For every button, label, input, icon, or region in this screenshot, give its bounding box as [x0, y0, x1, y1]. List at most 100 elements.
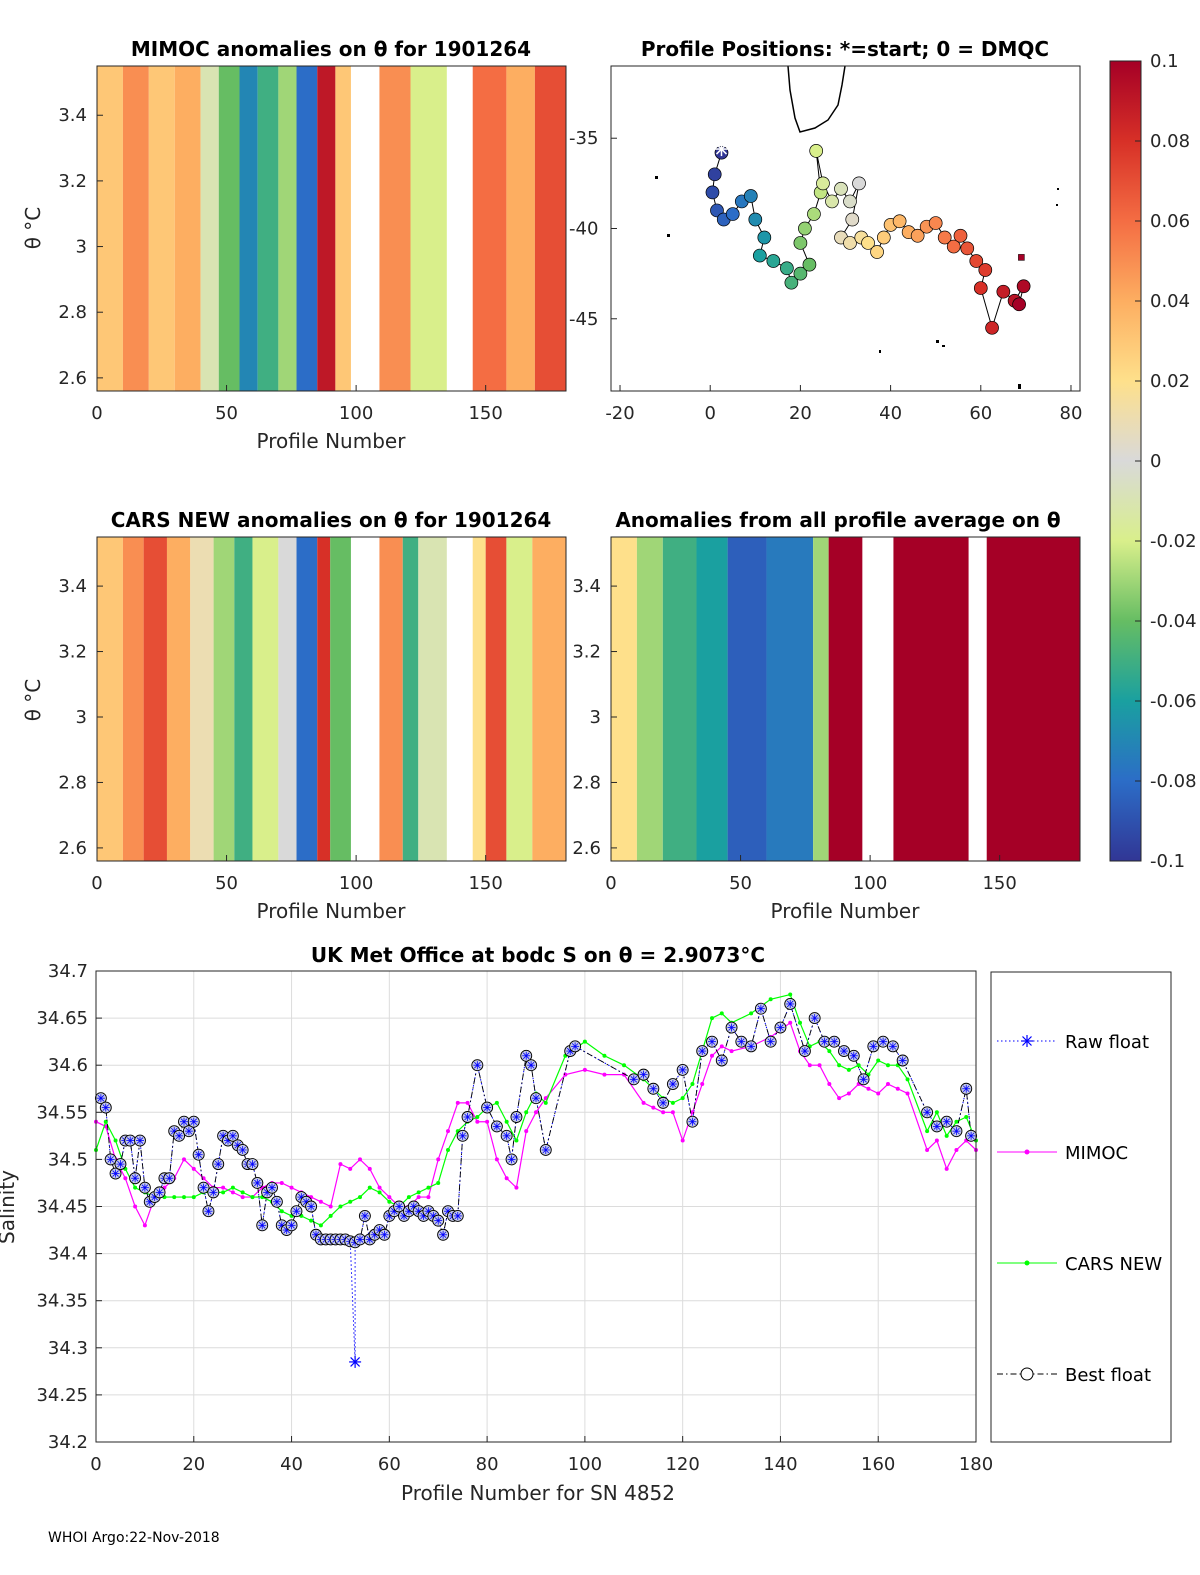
- mimoc-point: [846, 1091, 851, 1096]
- best-float-asterisk: [444, 1207, 452, 1215]
- mimoc-x-tick-label: 0: [91, 403, 102, 424]
- best-float-asterisk: [175, 1132, 183, 1140]
- legend-item: CARS NEW: [997, 1254, 1162, 1275]
- best-float-point: [896, 1054, 909, 1067]
- best-float-point: [456, 1129, 469, 1142]
- profile-position: [973, 281, 988, 295]
- profile-position: [707, 167, 722, 182]
- allavg-x-tick-label: 150: [982, 873, 1016, 894]
- cars-ylabel: θ °C: [21, 679, 45, 722]
- salinity-y-tick-label: 34.25: [36, 1385, 88, 1406]
- best-float-asterisk: [542, 1146, 550, 1154]
- cars-point: [827, 1049, 832, 1054]
- mimoc-point: [279, 1180, 284, 1185]
- best-float-point: [207, 1186, 220, 1199]
- mimoc-point: [876, 1091, 881, 1096]
- float-track: [705, 142, 1031, 335]
- mimoc-column: [97, 66, 123, 391]
- profile-position: [843, 194, 857, 209]
- profile-position: [752, 248, 767, 263]
- profile-position: [793, 266, 808, 281]
- best-float-asterisk: [532, 1094, 540, 1102]
- cars-point: [348, 1199, 353, 1204]
- best-float-point: [637, 1068, 650, 1081]
- best-float-point: [808, 1012, 821, 1025]
- best-float-asterisk: [669, 1080, 677, 1088]
- best-float-point: [676, 1063, 689, 1076]
- salinity-y-tick-label: 34.55: [36, 1102, 88, 1123]
- colorbar: 0.1 0.08 0.06 0.04 0.02 0 -0.02 -0.04 -0.06 -0.08…: [1109, 51, 1197, 872]
- best-float-point: [745, 1040, 758, 1053]
- best-float-point: [94, 1092, 107, 1105]
- best-float-point: [828, 1035, 841, 1048]
- cars-point: [377, 1190, 382, 1195]
- profile-position: [953, 228, 968, 243]
- mimoc-point: [377, 1185, 382, 1190]
- allavg-column: [813, 537, 829, 861]
- best-float-asterisk: [156, 1189, 163, 1196]
- best-float-point: [500, 1129, 513, 1142]
- mimoc-point: [436, 1157, 441, 1162]
- best-float-asterisk: [361, 1212, 369, 1220]
- cars-y-tick-label: 3.4: [58, 576, 87, 597]
- best-float-asterisk: [860, 1076, 867, 1083]
- best-float-asterisk: [757, 1005, 765, 1012]
- best-float-point: [481, 1101, 494, 1114]
- best-float-point: [960, 1082, 973, 1095]
- best-float-asterisk: [293, 1207, 300, 1215]
- raw-float-marker-stroke: [350, 1357, 361, 1367]
- profile-position: [876, 230, 891, 245]
- best-float-point: [798, 1045, 811, 1058]
- best-float-point: [124, 1134, 137, 1147]
- mimoc-point: [289, 1185, 294, 1190]
- best-float-asterisk: [307, 1203, 315, 1210]
- best-float-point: [378, 1228, 391, 1241]
- positions-y-tick-label: -35: [569, 128, 598, 149]
- best-float-point: [451, 1209, 464, 1222]
- mimoc-point: [534, 1110, 538, 1115]
- cars-y-tick-label: 2.6: [58, 838, 87, 859]
- best-float-point: [657, 1096, 670, 1109]
- best-float-point: [525, 1059, 538, 1072]
- cars-column: [330, 537, 351, 861]
- best-float-point: [173, 1129, 186, 1142]
- profile-position: [985, 320, 999, 335]
- allavg-column: [766, 537, 814, 861]
- best-float-asterisk: [821, 1038, 828, 1045]
- positions-x-tick-label: -20: [605, 403, 634, 424]
- best-float-point: [784, 998, 797, 1010]
- cars-point: [318, 1223, 323, 1228]
- best-float-asterisk: [889, 1043, 897, 1050]
- mimoc-axes-frame: [96, 65, 567, 392]
- cars-column: [252, 537, 279, 861]
- best-float-asterisk: [298, 1193, 305, 1201]
- mimoc-point: [504, 1176, 509, 1181]
- allavg-x-tick-label: 50: [729, 873, 752, 894]
- allavg-column: [662, 537, 697, 861]
- mimoc-column: [200, 66, 219, 391]
- coastline: [787, 65, 846, 133]
- cars-point: [954, 1119, 959, 1124]
- profile-position: [928, 216, 943, 230]
- best-float-asterisk: [522, 1052, 530, 1060]
- cars-point: [788, 992, 793, 997]
- best-float-point: [921, 1106, 934, 1119]
- mimoc-point: [944, 1166, 949, 1171]
- cars-point: [230, 1185, 235, 1190]
- best-float-asterisk: [219, 1132, 227, 1140]
- allavg-y-ticks: 2.6 2.8 3 3.2 3.4: [572, 576, 617, 859]
- salinity-series: [94, 992, 978, 1368]
- best-float-asterisk: [434, 1217, 442, 1224]
- cars-point: [944, 1133, 949, 1138]
- mimoc-point: [348, 1166, 353, 1171]
- cars-x-tick-label: 0: [91, 873, 102, 894]
- mimoc-column: [379, 66, 411, 391]
- best-float-point: [706, 1035, 718, 1048]
- mimoc-point: [895, 1086, 900, 1091]
- mimoc-point: [700, 1082, 705, 1087]
- salinity-title: UK Met Office at bodc S on θ = 2.9073°C: [311, 943, 765, 967]
- mimoc-point: [710, 1053, 714, 1058]
- best-float-asterisk: [430, 1212, 437, 1220]
- cars-point: [934, 1110, 939, 1115]
- best-float-point: [104, 1153, 117, 1166]
